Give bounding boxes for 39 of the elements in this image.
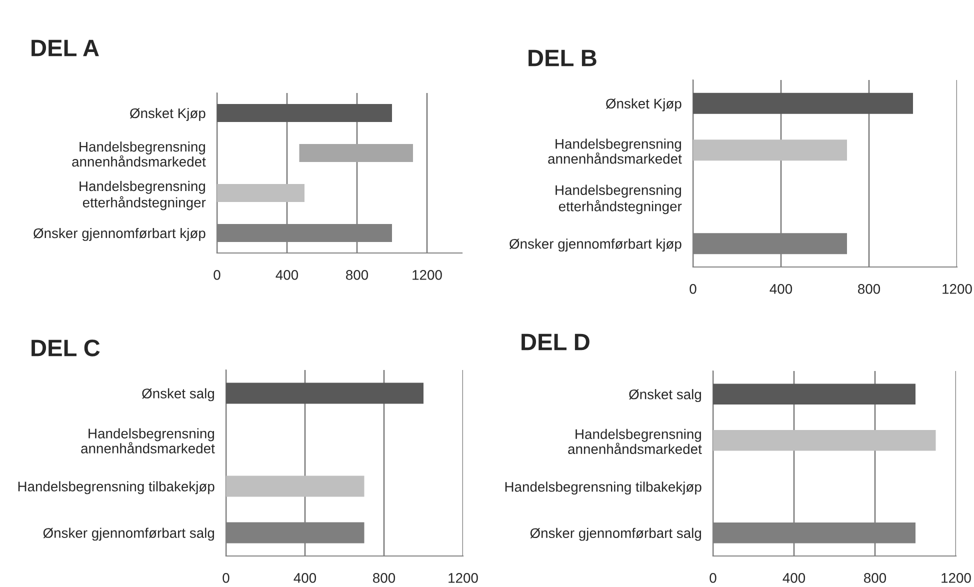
x-tick-label: 800 bbox=[373, 573, 396, 583]
x-tick-label: 1200 bbox=[412, 270, 442, 280]
x-tick-label: 1200 bbox=[942, 284, 972, 294]
y-tick-label: Handelsbegrensning etterhåndstegninger bbox=[556, 184, 682, 214]
y-tick-label: Ønsker gjennomførbart kjøp bbox=[33, 228, 206, 241]
y-tick-label: Handelsbegrensning annenhåndsmarkedet bbox=[81, 428, 215, 454]
x-tick-label: 400 bbox=[276, 270, 298, 280]
y-tick-label: Ønsket Kjøp bbox=[130, 108, 206, 121]
x-tick-label: 0 bbox=[222, 573, 230, 583]
y-tick-label: Ønsket Kjøp bbox=[606, 98, 682, 112]
x-tick-label: 400 bbox=[770, 284, 792, 294]
y-tick-label: Ønsker gjennomførbart salg bbox=[43, 528, 214, 541]
y-tick-label: Handelsbegrensning etterhåndstegninger bbox=[80, 180, 206, 210]
x-tick-label: 800 bbox=[346, 270, 368, 280]
y-tick-label: Handelsbegrensning annenhåndsmarkedet bbox=[548, 138, 682, 164]
y-tick-label: Ønsker gjennomførbart salg bbox=[530, 528, 702, 541]
bar bbox=[299, 144, 413, 162]
y-tick-label: Handelsbegrensning annenhåndsmarkedet bbox=[72, 141, 206, 167]
x-tick-label: 0 bbox=[690, 284, 696, 294]
chart-title: DEL A bbox=[32, 40, 99, 56]
y-tick-label: Handelsbegrensning annenhåndsmarkedet bbox=[568, 428, 702, 454]
x-tick-label: 1200 bbox=[942, 573, 971, 583]
x-tick-label: 800 bbox=[858, 284, 880, 294]
bar bbox=[217, 184, 304, 202]
x-tick-label: 0 bbox=[710, 573, 716, 583]
x-tick-label: 1200 bbox=[448, 573, 478, 583]
chart-title: DEL C bbox=[32, 340, 100, 356]
x-tick-label: 0 bbox=[214, 270, 220, 280]
x-tick-label: 400 bbox=[294, 573, 316, 583]
y-tick-label: Handelsbegrensning tilbakekjøp bbox=[18, 481, 214, 494]
bar bbox=[217, 104, 392, 122]
y-tick-label: Ønsket salg bbox=[629, 389, 701, 402]
x-tick-label: 800 bbox=[864, 573, 886, 583]
chart-title: DEL D bbox=[522, 334, 590, 350]
y-tick-label: Handelsbegrensning tilbakekjøp bbox=[505, 482, 702, 495]
y-tick-label: Ønsker gjennomførbart kjøp bbox=[509, 238, 682, 252]
chart-title: DEL B bbox=[528, 50, 596, 66]
y-tick-label: Ønsket salg bbox=[142, 388, 214, 402]
x-tick-label: 400 bbox=[782, 573, 806, 583]
